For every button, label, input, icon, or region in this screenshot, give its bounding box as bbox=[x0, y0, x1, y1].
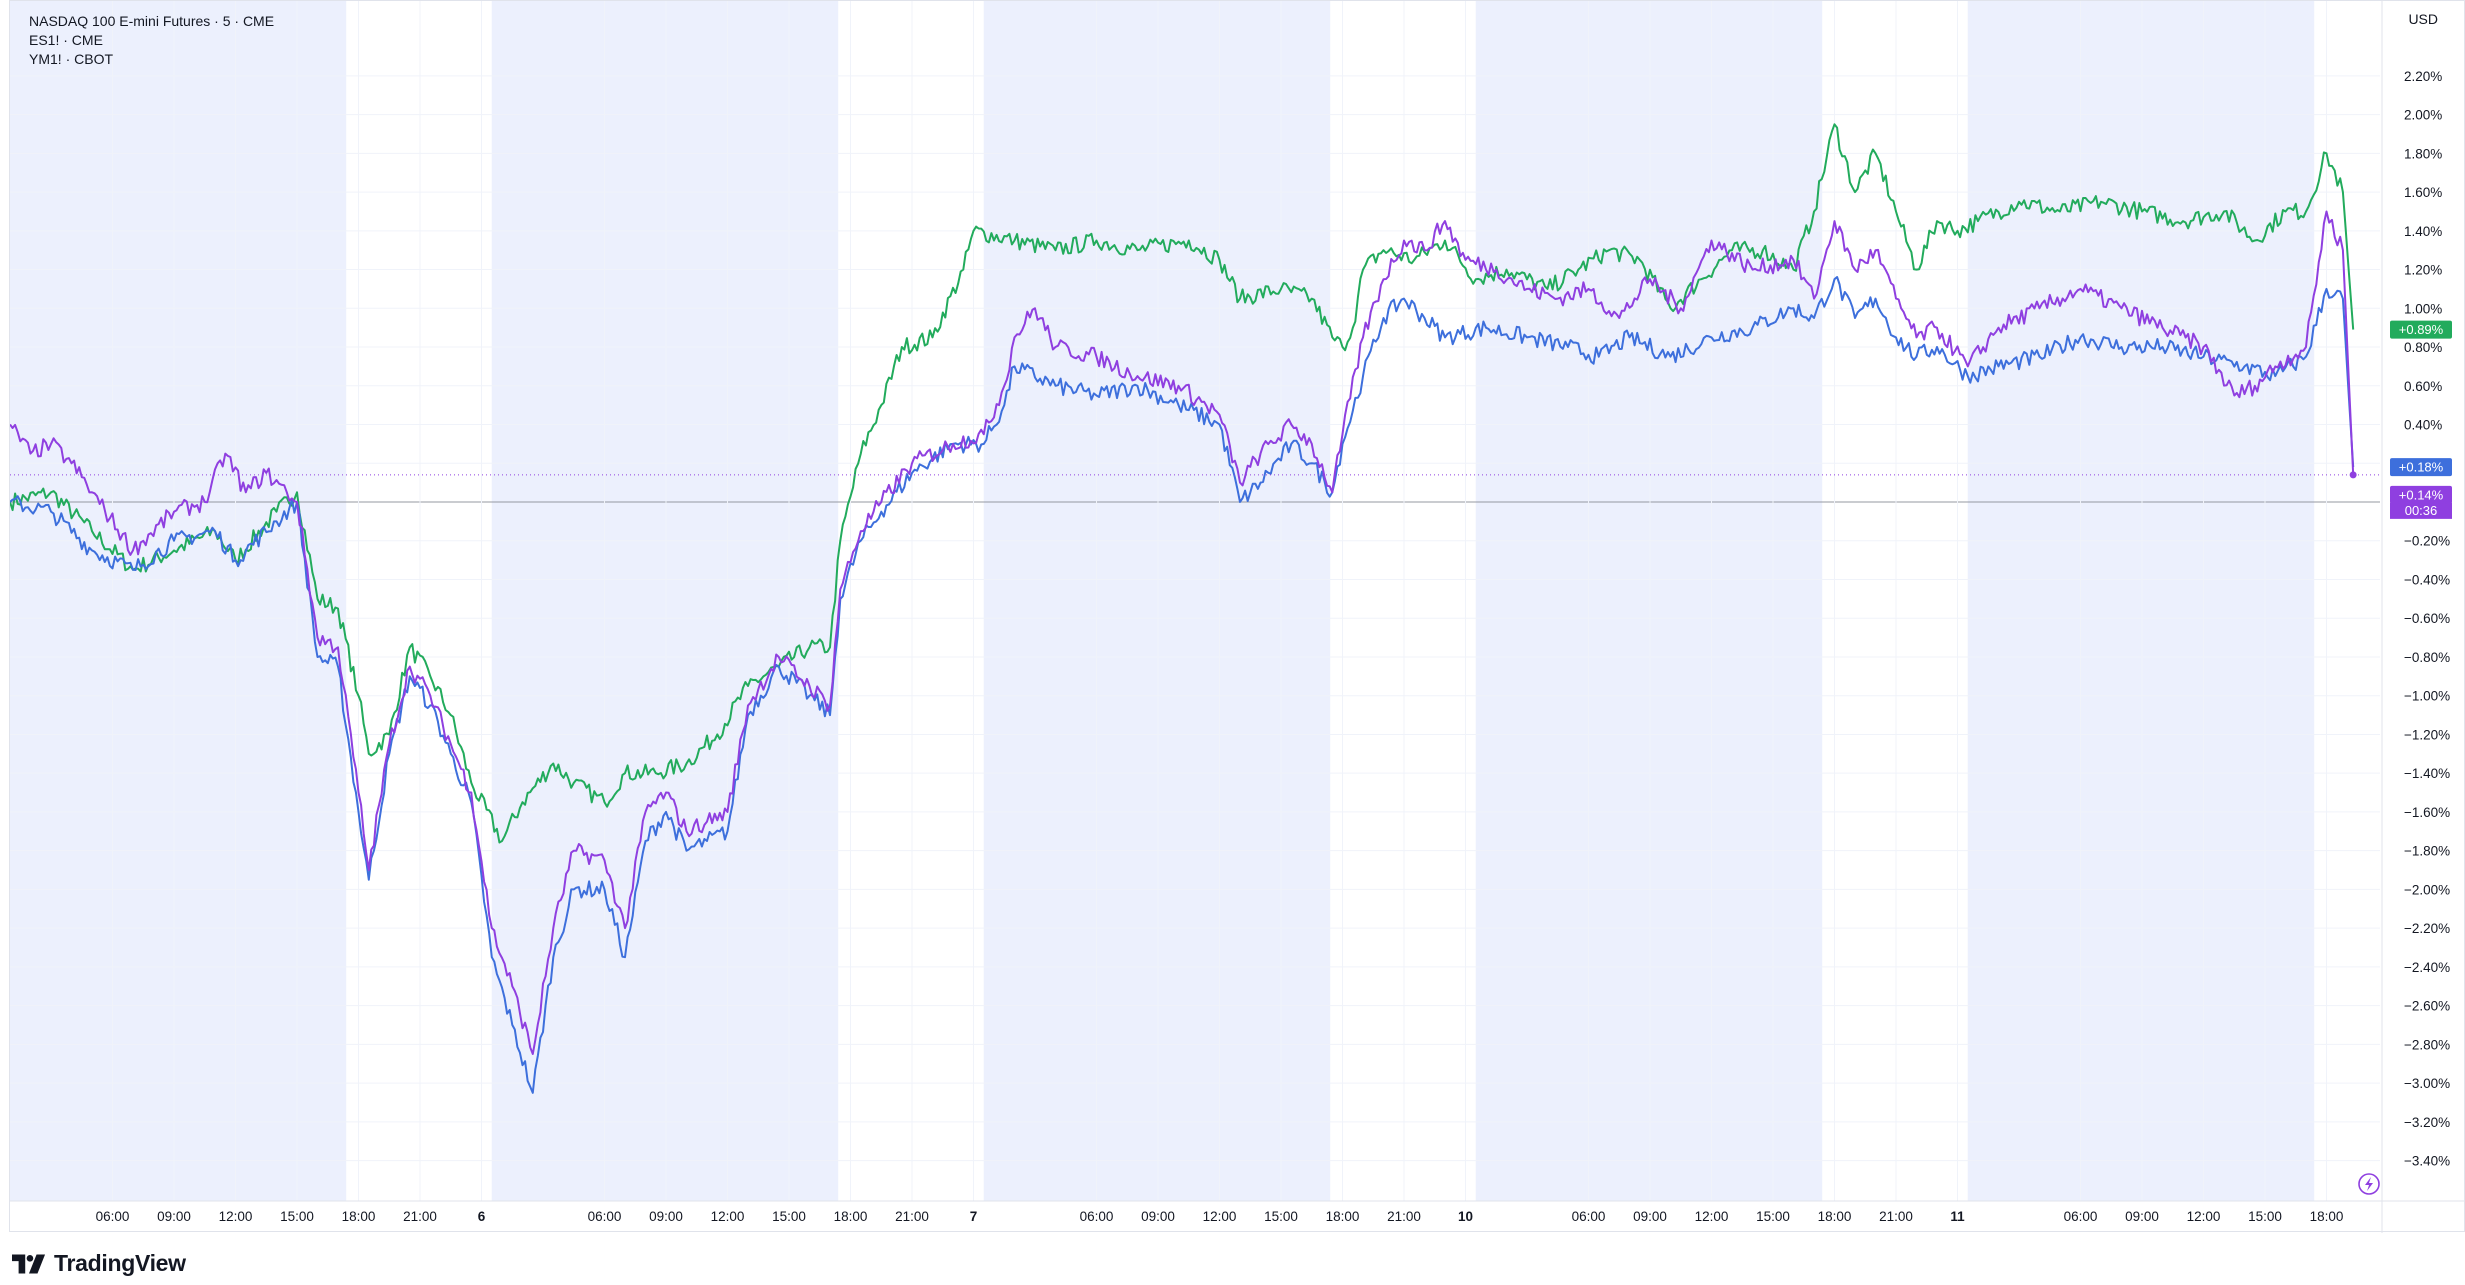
chart-area[interactable]: 2.20% 2.00% 1.80% 1.60% 1.40% 1.20% 1.00% 0.80%… bbox=[9, 0, 2465, 1233]
last-price-dot bbox=[2349, 471, 2357, 479]
x-tick-label: 09:00 bbox=[2125, 1209, 2159, 1224]
countdown-bg bbox=[2390, 502, 2452, 519]
grid-lines bbox=[10, 1, 2380, 1201]
y-tick-label: 2.20% bbox=[2404, 69, 2442, 84]
badge-text: +0.89% bbox=[2399, 322, 2444, 337]
y-tick-label: −2.00% bbox=[2404, 882, 2450, 897]
lightning-icon-bolt bbox=[2365, 1177, 2373, 1191]
series-line-0 bbox=[10, 123, 2355, 844]
x-tick-label: 12:00 bbox=[711, 1209, 745, 1224]
badge-bg bbox=[2390, 485, 2452, 504]
legend: NASDAQ 100 E-mini Futures · 5 · CME ES1!… bbox=[29, 12, 274, 69]
series-line-1 bbox=[10, 276, 2355, 1094]
y-tick-label: −2.40% bbox=[2404, 960, 2450, 975]
y-tick-label: −1.80% bbox=[2404, 844, 2450, 859]
legend-series-nq[interactable]: NASDAQ 100 E-mini Futures · 5 · CME bbox=[29, 13, 275, 29]
x-tick-label: 09:00 bbox=[649, 1209, 683, 1224]
x-tick-label: 18:00 bbox=[834, 1209, 868, 1224]
x-tick-label: 12:00 bbox=[1203, 1209, 1237, 1224]
x-tick-label: 18:00 bbox=[1818, 1209, 1852, 1224]
y-tick-label: −2.60% bbox=[2404, 999, 2450, 1014]
badge-bg bbox=[2390, 320, 2452, 339]
y-tick-label: −1.40% bbox=[2404, 766, 2450, 781]
y-tick-label: −0.80% bbox=[2404, 650, 2450, 665]
y-tick-label: 1.20% bbox=[2404, 263, 2442, 278]
session-band bbox=[1967, 1, 2315, 1201]
x-tick-label: 10 bbox=[1458, 1209, 1473, 1224]
countdown-text: 00:36 bbox=[2405, 503, 2438, 518]
x-tick-label: 09:00 bbox=[1633, 1209, 1667, 1224]
time-scale: 06:00 09:00 12:00 15:00 18:00 21:00 6 06:00 09:0… bbox=[10, 1, 2465, 1233]
legend-series-ym[interactable]: YM1! · CBOT bbox=[29, 51, 114, 67]
y-tick-label: −3.40% bbox=[2404, 1154, 2450, 1169]
session-shading bbox=[10, 1, 2315, 1201]
last-value-badges: +0.89% +0.18% +0.14%00:36 bbox=[2358, 320, 2452, 1195]
lightning-icon-ring bbox=[2358, 1173, 2380, 1195]
y-tick-label: −2.20% bbox=[2404, 921, 2450, 936]
y-tick-label: −1.60% bbox=[2404, 805, 2450, 820]
y-tick-label: 1.00% bbox=[2404, 301, 2442, 316]
x-tick-label: 15:00 bbox=[280, 1209, 314, 1224]
x-tick-label: 18:00 bbox=[1326, 1209, 1360, 1224]
badge-2: +0.14% bbox=[2390, 485, 2452, 504]
badge-text: +0.14% bbox=[2399, 487, 2444, 502]
y-tick-label: −2.80% bbox=[2404, 1037, 2450, 1052]
chart-plot[interactable]: 2.20% 2.00% 1.80% 1.60% 1.40% 1.20% 1.00% 0.80%… bbox=[10, 1, 2465, 1233]
x-tick-label: 12:00 bbox=[1695, 1209, 1729, 1224]
y-tick-label: 0.80% bbox=[2404, 340, 2442, 355]
x-tick-label: 18:00 bbox=[342, 1209, 376, 1224]
x-tick-label: 12:00 bbox=[219, 1209, 253, 1224]
badge-0: +0.89% bbox=[2390, 320, 2452, 339]
x-tick-label: 06:00 bbox=[96, 1209, 130, 1224]
badge-1: +0.18% bbox=[2390, 458, 2452, 477]
x-tick-label: 7 bbox=[970, 1209, 978, 1224]
x-tick-label: 21:00 bbox=[1879, 1209, 1913, 1224]
x-tick-label: 18:00 bbox=[2310, 1209, 2344, 1224]
x-tick-label: 06:00 bbox=[1080, 1209, 1114, 1224]
session-band bbox=[983, 1, 1331, 1201]
y-tick-label: −0.20% bbox=[2404, 534, 2450, 549]
x-tick-label: 06:00 bbox=[588, 1209, 622, 1224]
y-tick-label: −0.60% bbox=[2404, 611, 2450, 626]
y-tick-label: −3.00% bbox=[2404, 1076, 2450, 1091]
y-tick-label: 2.00% bbox=[2404, 108, 2442, 123]
series-line-2 bbox=[10, 210, 2355, 1055]
y-tick-label: 0.60% bbox=[2404, 379, 2442, 394]
y-tick-label: −1.00% bbox=[2404, 689, 2450, 704]
tradingview-logo-icon bbox=[12, 1254, 46, 1273]
session-band bbox=[10, 1, 347, 1201]
y-tick-label: −3.20% bbox=[2404, 1115, 2450, 1130]
series-lines bbox=[10, 123, 2380, 1094]
x-tick-label: 21:00 bbox=[895, 1209, 929, 1224]
x-tick-label: 11 bbox=[1950, 1209, 1965, 1224]
x-tick-label: 09:00 bbox=[157, 1209, 191, 1224]
y-tick-label: 1.80% bbox=[2404, 146, 2442, 161]
x-tick-label: 21:00 bbox=[403, 1209, 437, 1224]
y-tick-label: −1.20% bbox=[2404, 727, 2450, 742]
x-tick-label: 21:00 bbox=[1387, 1209, 1421, 1224]
y-tick-label: 1.60% bbox=[2404, 185, 2442, 200]
x-tick-label: 06:00 bbox=[2064, 1209, 2098, 1224]
price-scale: 2.20% 2.00% 1.80% 1.60% 1.40% 1.20% 1.00% 0.80%… bbox=[2404, 69, 2450, 1169]
x-tick-label: 09:00 bbox=[1141, 1209, 1175, 1224]
y-tick-label: 0.40% bbox=[2404, 418, 2442, 433]
brand-name: TradingView bbox=[54, 1250, 186, 1276]
x-tick-label: 6 bbox=[478, 1209, 486, 1224]
x-tick-label: 06:00 bbox=[1572, 1209, 1606, 1224]
badge-text: +0.18% bbox=[2399, 460, 2444, 475]
badge-bg bbox=[2390, 458, 2452, 477]
tradingview-logo[interactable]: TradingView bbox=[12, 1250, 186, 1277]
y-tick-label: 1.40% bbox=[2404, 224, 2442, 239]
session-band bbox=[491, 1, 839, 1201]
y-tick-label: −0.40% bbox=[2404, 572, 2450, 587]
legend-series-es[interactable]: ES1! · CME bbox=[29, 32, 103, 48]
session-band bbox=[1475, 1, 1823, 1201]
x-tick-label: 15:00 bbox=[772, 1209, 806, 1224]
lightning-icon bbox=[2358, 1173, 2380, 1195]
x-tick-label: 12:00 bbox=[2187, 1209, 2221, 1224]
x-tick-label: 15:00 bbox=[2248, 1209, 2282, 1224]
currency-label[interactable]: USD bbox=[2402, 9, 2444, 29]
x-tick-label: 15:00 bbox=[1264, 1209, 1298, 1224]
x-tick-label: 15:00 bbox=[1756, 1209, 1790, 1224]
